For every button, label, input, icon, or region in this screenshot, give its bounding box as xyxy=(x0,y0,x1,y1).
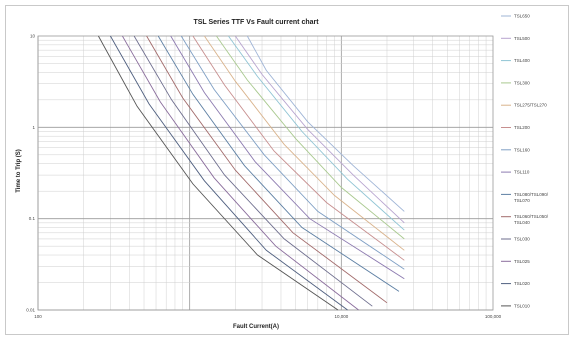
y-tick-label: 0.1 xyxy=(29,216,36,221)
legend-label: TSL300 xyxy=(514,80,530,85)
series-line-12 xyxy=(110,35,348,311)
series-line-6 xyxy=(180,35,405,270)
legend-label-cont: TSL070 xyxy=(514,198,530,203)
series-line-7 xyxy=(170,35,405,280)
x-tick-label: 10,000 xyxy=(334,314,348,319)
legend-label: TSL020 xyxy=(514,281,530,286)
legend-label: TSL080/TSL090/ xyxy=(514,192,549,197)
series-line-4 xyxy=(204,35,405,251)
plot-border xyxy=(37,35,494,311)
series-line-11 xyxy=(122,35,359,311)
x-tick-label: 100,000 xyxy=(485,314,502,319)
legend-label-cont: TSL040 xyxy=(514,220,530,225)
x-tick-labels: 100 10,000 100,000 xyxy=(34,314,501,319)
y-tick-label: 10 xyxy=(30,34,36,39)
chart-frame: TSL Series TTF Vs Fault current chart 10… xyxy=(5,5,569,335)
legend-label: TSL160 xyxy=(514,147,530,152)
series-line-10 xyxy=(133,35,373,307)
series-line-2 xyxy=(228,35,405,231)
legend-label: TSL110 xyxy=(514,170,530,175)
y-axis-label: Time to Trip (S) xyxy=(16,149,22,193)
series-line-9 xyxy=(146,35,388,304)
series-lines xyxy=(98,35,405,311)
legend-label: TSL025 xyxy=(514,259,530,264)
chart: TSL Series TTF Vs Fault current chart 10… xyxy=(16,14,549,331)
legend-label: TSL200 xyxy=(514,125,530,130)
series-line-3 xyxy=(216,35,405,240)
legend: TSL650 TSL500 TSL400 TSL300 TSL275/TSL270 TSL… xyxy=(501,14,549,308)
x-axis-label: Fault Current(A) xyxy=(233,324,279,330)
series-line-1 xyxy=(234,35,405,224)
legend-label: TSL400 xyxy=(514,58,530,63)
y-tick-label: 0.01 xyxy=(26,308,35,313)
series-line-5 xyxy=(192,35,405,261)
legend-label: TSL500 xyxy=(514,36,530,41)
legend-label: TSL650 xyxy=(514,14,530,19)
legend-label: TSL275/TSL270 xyxy=(514,103,547,108)
y-tick-labels: 10 1 0.1 0.01 xyxy=(26,34,35,313)
series-line-13 xyxy=(98,35,339,311)
legend-label: TSL030 xyxy=(514,237,530,242)
x-tick-label: 100 xyxy=(34,314,42,319)
legend-label: TSL010 xyxy=(514,303,530,308)
y-tick-label: 1 xyxy=(32,125,35,130)
chart-title: TSL Series TTF Vs Fault current chart xyxy=(193,19,319,26)
series-line-0 xyxy=(246,35,405,212)
legend-label: TSL060/TSL050/ xyxy=(514,214,549,219)
series-line-8 xyxy=(157,35,400,292)
